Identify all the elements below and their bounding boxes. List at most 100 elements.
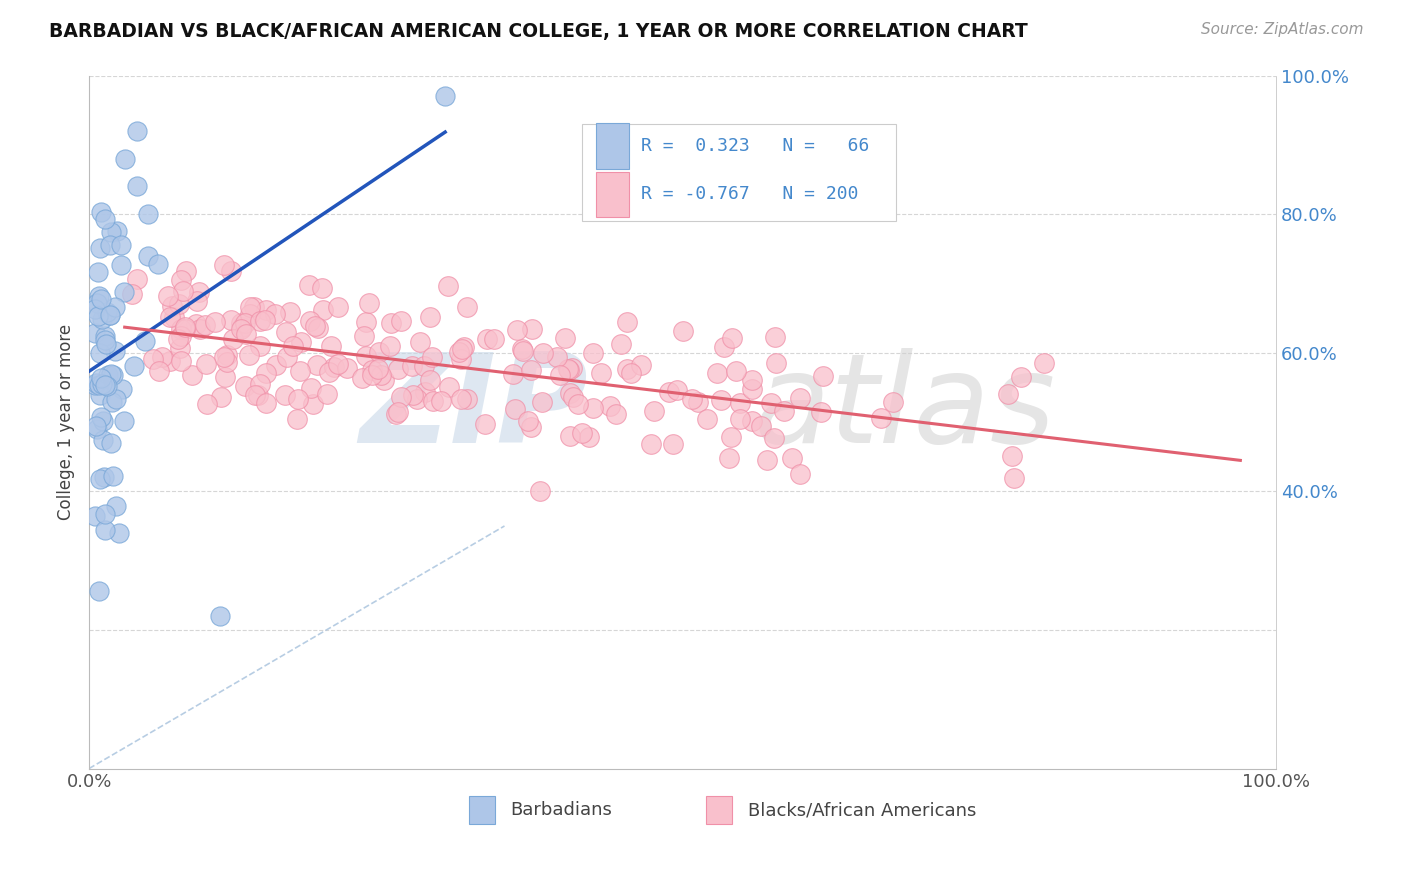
Point — [173, 322, 195, 336]
Point — [318, 365, 340, 379]
Point — [96, 368, 118, 382]
Point — [163, 310, 186, 325]
Point — [512, 343, 534, 358]
Point — [582, 401, 605, 415]
Point — [84, 326, 107, 340]
Point — [616, 315, 638, 329]
Point — [505, 324, 527, 338]
Point — [110, 258, 132, 272]
Point — [142, 352, 165, 367]
Point — [749, 418, 772, 433]
Point — [87, 309, 110, 323]
Point — [290, 335, 312, 350]
Point — [319, 338, 342, 352]
Point — [1001, 450, 1024, 464]
Point — [307, 320, 329, 334]
Point — [456, 300, 478, 314]
Point — [214, 369, 236, 384]
Point — [96, 378, 118, 392]
Point — [90, 292, 112, 306]
Point — [437, 380, 460, 394]
Point — [101, 468, 124, 483]
Point — [558, 386, 581, 401]
Point — [453, 340, 475, 354]
Point — [373, 374, 395, 388]
Point — [475, 332, 498, 346]
Point — [529, 484, 551, 499]
Point — [298, 278, 321, 293]
Point — [87, 265, 110, 279]
Point — [419, 310, 441, 324]
Point — [299, 381, 322, 395]
Point — [741, 414, 763, 428]
Point — [287, 392, 309, 406]
Point — [100, 395, 122, 409]
Point — [610, 337, 633, 351]
Point — [408, 334, 430, 349]
Point — [91, 434, 114, 448]
Point — [159, 310, 181, 325]
Point — [387, 404, 409, 418]
Point — [434, 89, 457, 103]
Point — [474, 417, 496, 432]
Point — [94, 507, 117, 521]
Point — [389, 390, 412, 404]
Point — [100, 436, 122, 450]
Point — [239, 301, 262, 315]
Point — [350, 371, 373, 385]
Point — [725, 364, 748, 378]
Point — [326, 358, 349, 372]
Point — [780, 450, 803, 465]
Point — [87, 288, 110, 302]
Point — [763, 431, 786, 445]
Point — [406, 392, 429, 407]
Point — [589, 366, 612, 380]
Point — [741, 382, 763, 396]
Point — [96, 304, 118, 318]
Point — [266, 358, 288, 372]
Point — [728, 395, 751, 409]
Point — [125, 124, 148, 138]
Point — [239, 307, 262, 321]
Point — [287, 412, 309, 426]
Point — [217, 354, 239, 368]
Point — [274, 325, 297, 339]
Point — [159, 353, 181, 368]
Point — [567, 396, 589, 410]
Point — [429, 394, 451, 409]
Point — [208, 609, 231, 624]
FancyBboxPatch shape — [582, 124, 896, 221]
Text: Barbadians: Barbadians — [510, 801, 612, 819]
Point — [437, 279, 460, 293]
Point — [456, 392, 478, 406]
Point — [582, 346, 605, 360]
Point — [759, 396, 782, 410]
Point — [630, 358, 652, 372]
Point — [254, 313, 277, 327]
Point — [169, 353, 191, 368]
Point — [696, 411, 718, 425]
Point — [681, 392, 703, 407]
Point — [90, 409, 112, 424]
Point — [231, 319, 253, 334]
Point — [713, 340, 735, 354]
Point — [122, 359, 145, 373]
Point — [231, 316, 253, 330]
Point — [212, 351, 235, 365]
Point — [502, 367, 524, 381]
Point — [357, 296, 380, 310]
Point — [112, 285, 135, 300]
Point — [789, 467, 811, 481]
Text: Source: ZipAtlas.com: Source: ZipAtlas.com — [1201, 22, 1364, 37]
Y-axis label: College, 1 year or more: College, 1 year or more — [58, 324, 75, 520]
Point — [557, 361, 579, 376]
Point — [548, 368, 571, 382]
Point — [94, 378, 117, 392]
Point — [531, 394, 554, 409]
Point — [554, 331, 576, 345]
Point — [520, 321, 543, 335]
Point — [402, 388, 425, 402]
Point — [170, 273, 193, 287]
Point — [558, 363, 581, 377]
Point — [354, 314, 377, 328]
